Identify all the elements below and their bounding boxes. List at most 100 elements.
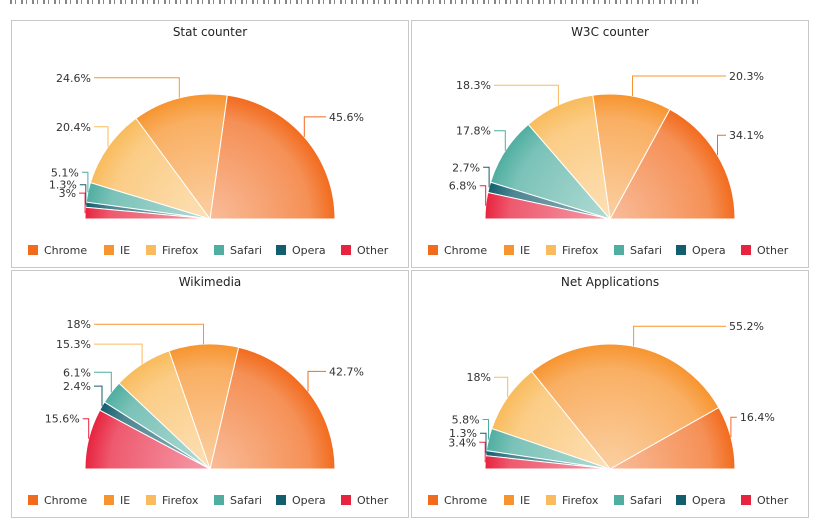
legend-label: Safari <box>230 244 262 257</box>
data-label-chrome: 16.4% <box>740 411 775 424</box>
legend-item-firefox[interactable]: Firefox <box>546 244 599 257</box>
leader-line <box>494 376 509 398</box>
legend-item-opera[interactable]: Opera <box>276 244 326 257</box>
data-label-chrome: 34.1% <box>729 129 764 142</box>
chart-title: Wikimedia <box>179 275 242 289</box>
legend-item-chrome[interactable]: Chrome <box>428 244 487 257</box>
data-label-other: 6.8% <box>449 180 477 193</box>
legend-item-chrome[interactable]: Chrome <box>28 494 87 507</box>
data-label-firefox: 20.4% <box>56 121 91 134</box>
pie-slice-ie[interactable] <box>531 343 720 470</box>
legend-swatch <box>614 245 624 255</box>
legend-label: Opera <box>292 244 326 257</box>
leader-line <box>94 343 143 365</box>
legend-label: Chrome <box>444 244 487 257</box>
legend-item-opera[interactable]: Opera <box>676 244 726 257</box>
legend-label: Other <box>357 244 389 257</box>
legend-swatch <box>214 245 224 255</box>
legend-label: Firefox <box>162 244 199 257</box>
legend-item-safari[interactable]: Safari <box>214 244 262 257</box>
leader-line <box>483 166 490 188</box>
legend-label: Opera <box>692 244 726 257</box>
pie-slice-chrome[interactable] <box>209 94 336 220</box>
header-text-fragment <box>10 0 700 4</box>
legend-item-chrome[interactable]: Chrome <box>28 244 87 257</box>
legend-item-safari[interactable]: Safari <box>614 494 662 507</box>
legend-item-ie[interactable]: IE <box>104 494 130 507</box>
legend-swatch <box>341 495 351 505</box>
data-label-opera: 1.3% <box>449 427 477 440</box>
chart-panel-net-applications: Net Applications 16.4% 55.2% 18% 5.8% 1.3% 3.4… <box>411 270 809 518</box>
legend-label: Safari <box>630 494 662 507</box>
leader-line <box>730 416 737 438</box>
chart-panel-wikimedia: Wikimedia 42.7% 18% 15.3% 6.1% 2.4% 15.6% Chrom… <box>11 270 409 518</box>
data-label-firefox: 18% <box>467 371 491 384</box>
legend-swatch <box>146 495 156 505</box>
pie-chart-svg: Net Applications 16.4% 55.2% 18% 5.8%1.3%3.4… <box>428 275 789 507</box>
pie-slice-ie[interactable] <box>135 93 228 221</box>
legend-swatch <box>428 495 438 505</box>
legend-label: Other <box>757 494 789 507</box>
data-label-safari: 17.8% <box>456 125 491 138</box>
data-label-other: 3% <box>59 187 76 200</box>
legend-label: Chrome <box>44 494 87 507</box>
data-label-other: 15.6% <box>45 413 80 426</box>
data-label-other: 3.4% <box>448 436 476 449</box>
legend-swatch <box>146 245 156 255</box>
legend-label: IE <box>120 494 130 507</box>
pie-slice-other[interactable] <box>84 409 211 470</box>
legend-item-firefox[interactable]: Firefox <box>546 494 599 507</box>
leader-line <box>303 116 326 137</box>
legend-label: Opera <box>292 494 326 507</box>
pie-slice-other[interactable] <box>484 455 611 470</box>
legend-item-chrome[interactable]: Chrome <box>428 494 487 507</box>
legend-swatch <box>214 495 224 505</box>
leader-line <box>717 134 726 156</box>
leader-line <box>79 192 86 214</box>
data-label-safari: 5.1% <box>51 166 79 179</box>
legend-label: Chrome <box>444 494 487 507</box>
pie-chart-svg: W3C counter 34.1% 20.3% 18.3% 17.8% 2.7% 6.8% C… <box>428 25 789 257</box>
legend-swatch <box>504 495 514 505</box>
legend-item-other[interactable]: Other <box>341 494 389 507</box>
data-label-ie: 18% <box>67 318 91 331</box>
legend-label: Opera <box>692 494 726 507</box>
legend-item-safari[interactable]: Safari <box>214 494 262 507</box>
data-label-firefox: 18.3% <box>456 79 491 92</box>
legend-swatch <box>428 245 438 255</box>
pie-chart-svg: Stat counter 45.6% 24.6% 20.4% 5.1%1.3%3% Chr… <box>28 25 389 257</box>
legend-item-other[interactable]: Other <box>341 244 389 257</box>
leader-line <box>94 126 109 147</box>
leader-line <box>94 323 204 345</box>
leader-line <box>494 84 559 106</box>
data-label-chrome: 45.6% <box>329 111 364 124</box>
legend-item-ie[interactable]: IE <box>104 244 130 257</box>
legend-item-ie[interactable]: IE <box>504 244 530 257</box>
legend-label: IE <box>520 244 530 257</box>
chart-panel-stat-counter: Stat counter 45.6% 24.6% 20.4% 5.1% 1.3% 3% Chr… <box>11 20 409 268</box>
legend-item-firefox[interactable]: Firefox <box>146 244 199 257</box>
legend-label: Other <box>357 494 389 507</box>
leader-line <box>79 184 87 205</box>
data-label-ie: 24.6% <box>56 72 91 85</box>
legend-item-safari[interactable]: Safari <box>614 244 662 257</box>
legend-swatch <box>104 245 114 255</box>
legend-item-opera[interactable]: Opera <box>676 494 726 507</box>
pie-slice-firefox[interactable] <box>89 117 212 220</box>
pie-slice-chrome[interactable] <box>609 108 736 220</box>
data-label-opera: 2.4% <box>63 380 91 393</box>
legend-swatch <box>546 245 556 255</box>
leader-line <box>633 325 726 347</box>
data-label-safari: 5.8% <box>452 413 480 426</box>
legend-item-opera[interactable]: Opera <box>276 494 326 507</box>
legend-item-firefox[interactable]: Firefox <box>146 494 199 507</box>
legend-item-other[interactable]: Other <box>741 494 789 507</box>
leader-line <box>94 77 180 98</box>
legend-item-ie[interactable]: IE <box>504 494 530 507</box>
pie-slice-ie[interactable] <box>592 93 671 221</box>
leader-line <box>479 185 487 206</box>
leader-line <box>94 385 103 407</box>
legend-item-other[interactable]: Other <box>741 244 789 257</box>
legend-swatch <box>614 495 624 505</box>
data-label-chrome: 42.7% <box>329 365 364 378</box>
